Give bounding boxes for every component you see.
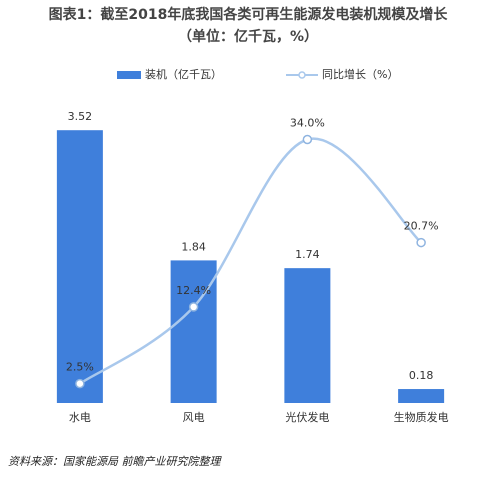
- legend-label: 装机（亿千瓦）: [145, 67, 222, 81]
- bar: [398, 389, 445, 403]
- bar: [170, 260, 217, 403]
- x-tick-label: 生物质发电: [394, 410, 449, 424]
- value-label: 2.5%: [66, 361, 94, 374]
- legend-marker: [298, 71, 306, 79]
- line-marker: [75, 378, 85, 389]
- x-tick-label: 水电: [69, 411, 91, 424]
- value-label: 34.0%: [290, 117, 325, 130]
- legend-label: 同比增长（%）: [322, 67, 398, 81]
- source-note: 资料来源：国家能源局 前瞻产业研究院整理: [8, 455, 222, 468]
- line: [79, 137, 422, 385]
- x-tick-label: 风电: [183, 411, 205, 424]
- bar: [56, 130, 103, 403]
- value-label: 20.7%: [404, 220, 439, 233]
- line-marker: [416, 237, 426, 248]
- x-tick-label: 光伏发电: [285, 410, 329, 424]
- line-marker: [188, 302, 199, 312]
- value-label: 3.52: [68, 110, 93, 123]
- line-marker: [302, 134, 313, 145]
- bar: [284, 268, 331, 403]
- value-label: 12.4%: [176, 284, 211, 297]
- value-label: 1.84: [181, 240, 206, 253]
- legend-swatch: [117, 71, 141, 79]
- chart-subtitle: （单位：亿千瓦，%）: [178, 28, 318, 45]
- value-label: 1.74: [295, 248, 320, 261]
- chart-title: 图表1：截至2018年底我国各类可再生能源发电装机规模及增长: [49, 6, 449, 23]
- value-label: 0.18: [409, 369, 434, 382]
